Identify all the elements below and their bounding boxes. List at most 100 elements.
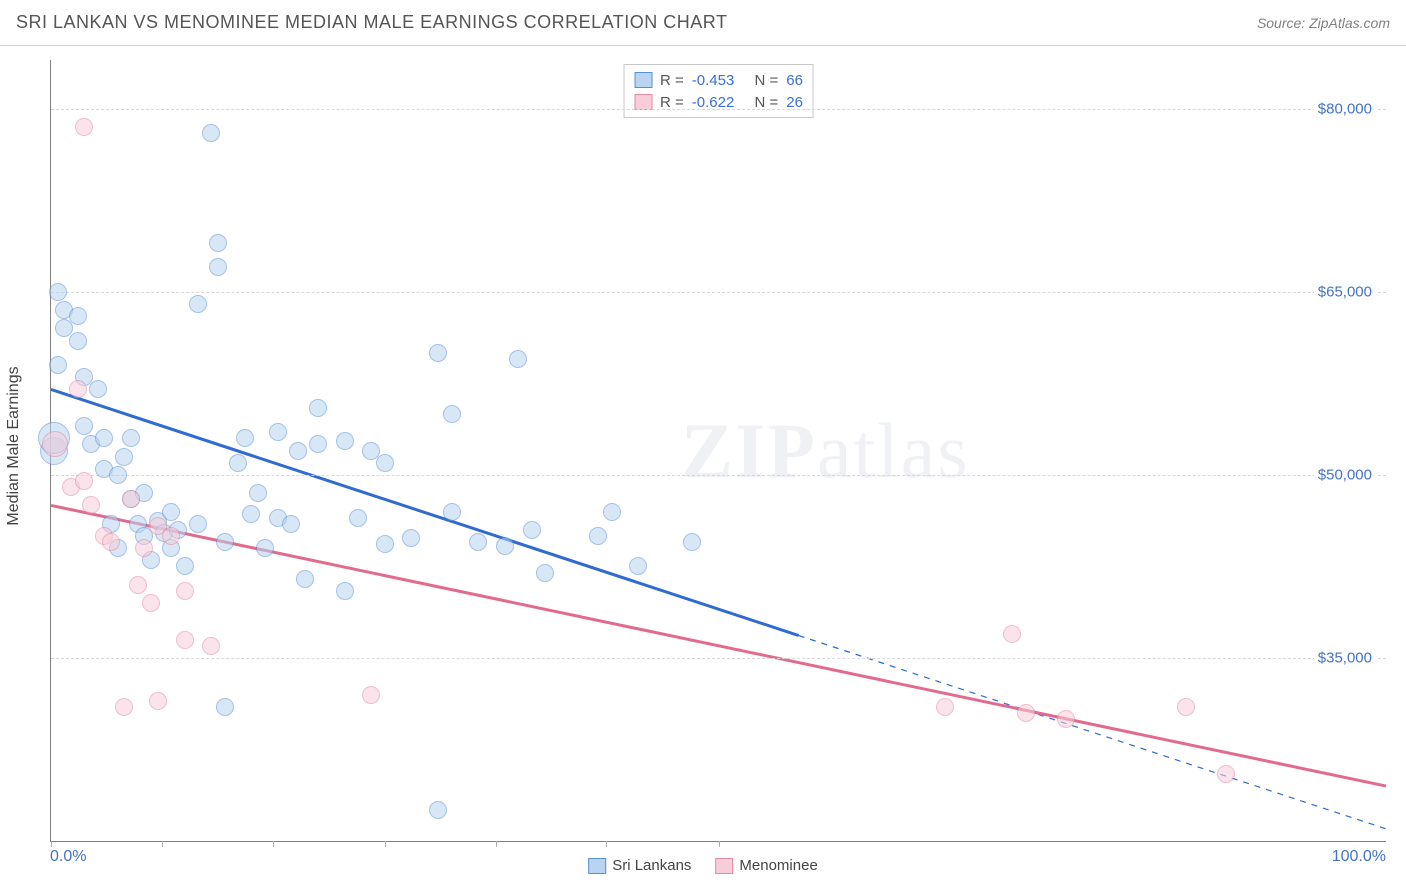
- series-legend-item: Menominee: [715, 857, 817, 874]
- scatter-point: [89, 380, 107, 398]
- scatter-point: [122, 429, 140, 447]
- scatter-point: [309, 435, 327, 453]
- scatter-point: [256, 539, 274, 557]
- scatter-point: [209, 234, 227, 252]
- n-value: 66: [786, 72, 803, 89]
- scatter-point: [42, 431, 68, 457]
- r-label: R =: [660, 72, 684, 89]
- series-label: Menominee: [739, 857, 817, 874]
- title-bar: SRI LANKAN VS MENOMINEE MEDIAN MALE EARN…: [0, 0, 1406, 46]
- scatter-point: [349, 509, 367, 527]
- r-value: -0.453: [692, 72, 735, 89]
- series-legend: Sri Lankans Menominee: [588, 857, 818, 874]
- x-tick: [496, 841, 497, 847]
- watermark-pre: ZIP: [681, 407, 817, 494]
- series-label: Sri Lankans: [612, 857, 691, 874]
- trend-line-extrapolated: [799, 635, 1386, 828]
- scatter-point: [509, 350, 527, 368]
- scatter-point: [149, 692, 167, 710]
- y-tick-label: $80,000: [1314, 100, 1376, 117]
- watermark: ZIPatlas: [681, 406, 970, 496]
- source-attribution: Source: ZipAtlas.com: [1257, 15, 1390, 31]
- scatter-point: [523, 521, 541, 539]
- x-tick: [162, 841, 163, 847]
- scatter-point: [189, 295, 207, 313]
- gridline: [51, 658, 1386, 659]
- scatter-point: [189, 515, 207, 533]
- gridline: [51, 475, 1386, 476]
- scatter-point: [115, 698, 133, 716]
- scatter-point: [1003, 625, 1021, 643]
- watermark-post: atlas: [817, 407, 970, 494]
- scatter-point: [162, 503, 180, 521]
- scatter-point: [336, 582, 354, 600]
- scatter-point: [249, 484, 267, 502]
- scatter-point: [443, 405, 461, 423]
- scatter-point: [443, 503, 461, 521]
- scatter-point: [95, 429, 113, 447]
- scatter-point: [1057, 710, 1075, 728]
- plot-area: ZIPatlas R = -0.453 N = 66 R = -0.622 N …: [50, 60, 1386, 842]
- scatter-point: [202, 637, 220, 655]
- scatter-point: [135, 539, 153, 557]
- x-tick: [273, 841, 274, 847]
- scatter-point: [296, 570, 314, 588]
- scatter-point: [69, 307, 87, 325]
- scatter-point: [109, 466, 127, 484]
- scatter-point: [496, 537, 514, 555]
- x-tick: [51, 841, 52, 847]
- scatter-point: [429, 344, 447, 362]
- scatter-point: [336, 432, 354, 450]
- scatter-point: [102, 533, 120, 551]
- scatter-point: [376, 535, 394, 553]
- stats-legend-row: R = -0.453 N = 66: [634, 69, 803, 91]
- x-tick-max: 100.0%: [1332, 848, 1386, 866]
- scatter-point: [142, 594, 160, 612]
- x-tick: [606, 841, 607, 847]
- scatter-point: [122, 490, 140, 508]
- swatch-icon: [588, 858, 606, 874]
- scatter-point: [629, 557, 647, 575]
- gridline: [51, 292, 1386, 293]
- y-tick-label: $35,000: [1314, 649, 1376, 666]
- scatter-point: [269, 423, 287, 441]
- series-legend-item: Sri Lankans: [588, 857, 691, 874]
- scatter-point: [1177, 698, 1195, 716]
- chart-title: SRI LANKAN VS MENOMINEE MEDIAN MALE EARN…: [16, 12, 727, 33]
- scatter-point: [282, 515, 300, 533]
- scatter-point: [402, 529, 420, 547]
- stats-legend: R = -0.453 N = 66 R = -0.622 N = 26: [623, 64, 814, 118]
- scatter-point: [209, 258, 227, 276]
- scatter-point: [216, 533, 234, 551]
- swatch-icon: [634, 72, 652, 88]
- x-tick-min: 0.0%: [50, 848, 86, 866]
- scatter-point: [683, 533, 701, 551]
- scatter-point: [376, 454, 394, 472]
- scatter-point: [1017, 704, 1035, 722]
- gridline: [51, 109, 1386, 110]
- scatter-point: [82, 496, 100, 514]
- scatter-point: [229, 454, 247, 472]
- scatter-point: [242, 505, 260, 523]
- scatter-point: [936, 698, 954, 716]
- scatter-point: [603, 503, 621, 521]
- scatter-point: [75, 417, 93, 435]
- y-tick-label: $50,000: [1314, 466, 1376, 483]
- scatter-point: [49, 283, 67, 301]
- scatter-point: [469, 533, 487, 551]
- swatch-icon: [634, 94, 652, 110]
- scatter-point: [362, 686, 380, 704]
- scatter-point: [289, 442, 307, 460]
- scatter-point: [309, 399, 327, 417]
- scatter-point: [176, 557, 194, 575]
- scatter-point: [536, 564, 554, 582]
- y-axis-title: Median Male Earnings: [5, 366, 23, 525]
- scatter-point: [236, 429, 254, 447]
- x-tick: [385, 841, 386, 847]
- y-tick-label: $65,000: [1314, 283, 1376, 300]
- scatter-point: [176, 582, 194, 600]
- scatter-point: [49, 356, 67, 374]
- source-prefix: Source:: [1257, 15, 1309, 31]
- source-name: ZipAtlas.com: [1309, 15, 1390, 31]
- scatter-point: [69, 380, 87, 398]
